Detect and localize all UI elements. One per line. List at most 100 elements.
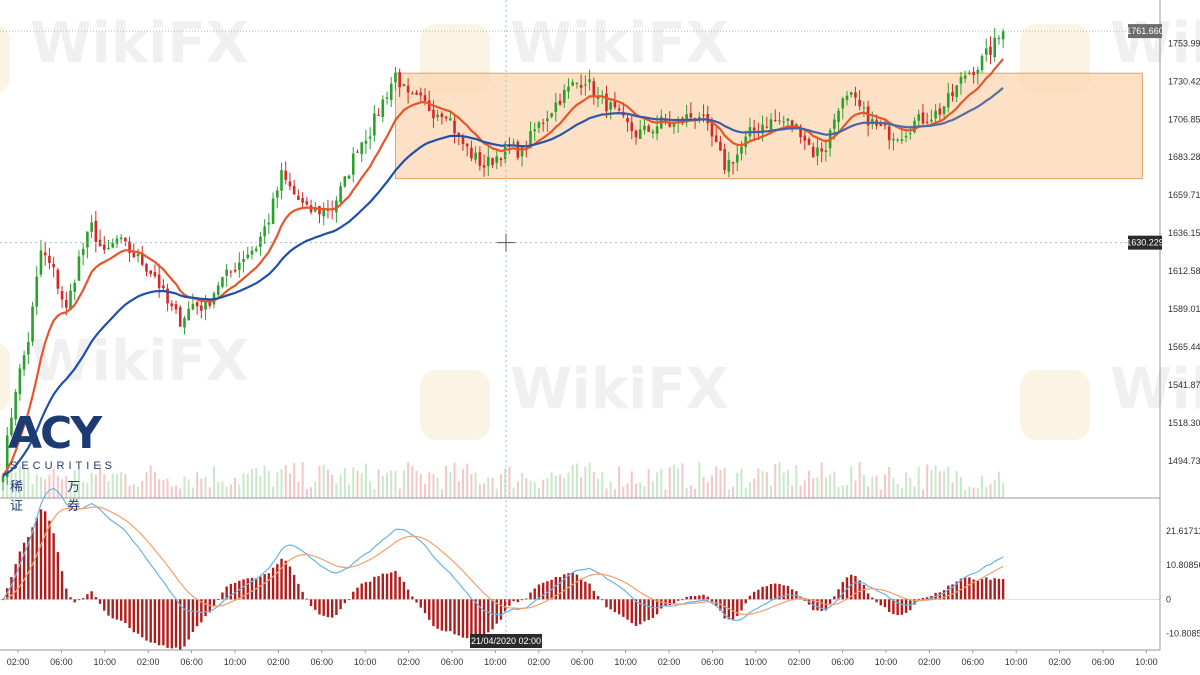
volume-bar — [550, 472, 553, 498]
candle-body — [512, 142, 515, 144]
histogram-bar — [482, 599, 486, 638]
candle — [115, 235, 119, 248]
candle-body — [550, 113, 553, 117]
volume-bar — [989, 483, 992, 498]
candle — [854, 86, 857, 106]
volume-bar — [955, 471, 958, 498]
time-tick-label: 02:00 — [918, 657, 941, 667]
candle-body — [402, 83, 406, 87]
macd-tick-label: -10.80856 — [1166, 629, 1200, 639]
candle-body — [491, 158, 494, 165]
time-tick-label: 10:00 — [224, 657, 247, 667]
volume-bar — [554, 475, 557, 498]
signal-line — [2, 506, 1004, 616]
time-tick-label: 10:00 — [94, 657, 117, 667]
time-tick-label: 02:00 — [658, 657, 681, 667]
candle — [221, 276, 224, 289]
candle — [917, 109, 921, 127]
volume-bar — [770, 485, 773, 498]
candle — [415, 90, 418, 96]
candle-body — [267, 222, 271, 225]
candle-body — [5, 435, 9, 478]
volume-bar — [335, 483, 338, 498]
histogram-bar — [166, 599, 169, 648]
volume-bar — [61, 479, 64, 498]
candle-body — [115, 238, 119, 244]
volume-bar — [428, 472, 431, 498]
candle-body — [153, 271, 157, 277]
volume-bar — [525, 478, 528, 498]
candle — [862, 101, 866, 117]
candle — [482, 154, 486, 177]
histogram-bar — [752, 591, 756, 600]
volume-bar — [31, 484, 34, 498]
volume-bar — [833, 471, 836, 498]
candle — [968, 70, 971, 75]
time-tick-label: 02:00 — [788, 657, 811, 667]
watermark-text: WikiFX — [30, 11, 249, 76]
histogram-bar — [288, 566, 292, 600]
candle-body — [934, 110, 937, 119]
candle-body — [773, 120, 777, 122]
volume-bar — [668, 466, 671, 498]
candle — [94, 211, 98, 253]
volume-bar — [402, 470, 405, 498]
candle-body — [301, 198, 304, 203]
candle — [444, 115, 448, 122]
histogram-bar — [141, 599, 144, 638]
volume-bar — [280, 469, 283, 498]
candle — [976, 66, 980, 85]
current-price-tag-bg — [1128, 24, 1162, 39]
logo-text: ACY — [8, 408, 102, 459]
candle — [436, 109, 439, 121]
histogram-bar — [942, 590, 946, 600]
candle — [254, 245, 258, 253]
candle-body — [60, 290, 64, 300]
volume-bar — [938, 471, 941, 498]
volume-bar — [250, 468, 253, 498]
candle — [925, 112, 929, 125]
histogram-bar — [69, 597, 72, 600]
candle-body — [406, 85, 410, 93]
volume-bar — [48, 474, 51, 498]
histogram-bar — [985, 577, 988, 600]
candle — [373, 105, 376, 142]
candle — [685, 104, 688, 128]
candle-body — [263, 226, 266, 237]
candle — [427, 90, 431, 112]
candle — [39, 239, 43, 278]
histogram-bar — [647, 599, 650, 620]
histogram-bar — [706, 596, 709, 600]
volume-bar — [153, 471, 156, 498]
volume-bar — [141, 480, 144, 498]
histogram-bar — [246, 578, 249, 600]
histogram-bar — [449, 599, 452, 632]
time-tick-label: 02:00 — [1048, 657, 1071, 667]
candle — [52, 256, 55, 278]
logo-chinese: 稀 万 证 券 — [10, 480, 101, 514]
candle — [162, 279, 165, 290]
volume-bar — [495, 488, 498, 498]
histogram-bar — [263, 574, 266, 600]
volume-bar — [622, 486, 625, 498]
candle-body — [322, 208, 326, 217]
candle — [866, 100, 870, 137]
candle-body — [997, 37, 1001, 40]
time-tick-label: 06:00 — [50, 657, 73, 667]
volume-bar — [348, 484, 351, 498]
candle-body — [769, 119, 773, 130]
histogram-bar — [592, 590, 595, 600]
crosshair-cursor-icon — [497, 233, 515, 252]
candle — [735, 144, 739, 172]
time-tick-label: 10:00 — [1005, 657, 1028, 667]
candle — [997, 35, 1001, 45]
candle-body — [373, 113, 376, 136]
watermark-badge — [420, 370, 490, 440]
candle-body — [200, 305, 203, 311]
histogram-bar — [533, 588, 536, 600]
volume-bar — [483, 483, 486, 498]
histogram-bar — [596, 596, 600, 600]
time-tick-label: 02:00 — [528, 657, 551, 667]
candle-body — [335, 200, 338, 213]
